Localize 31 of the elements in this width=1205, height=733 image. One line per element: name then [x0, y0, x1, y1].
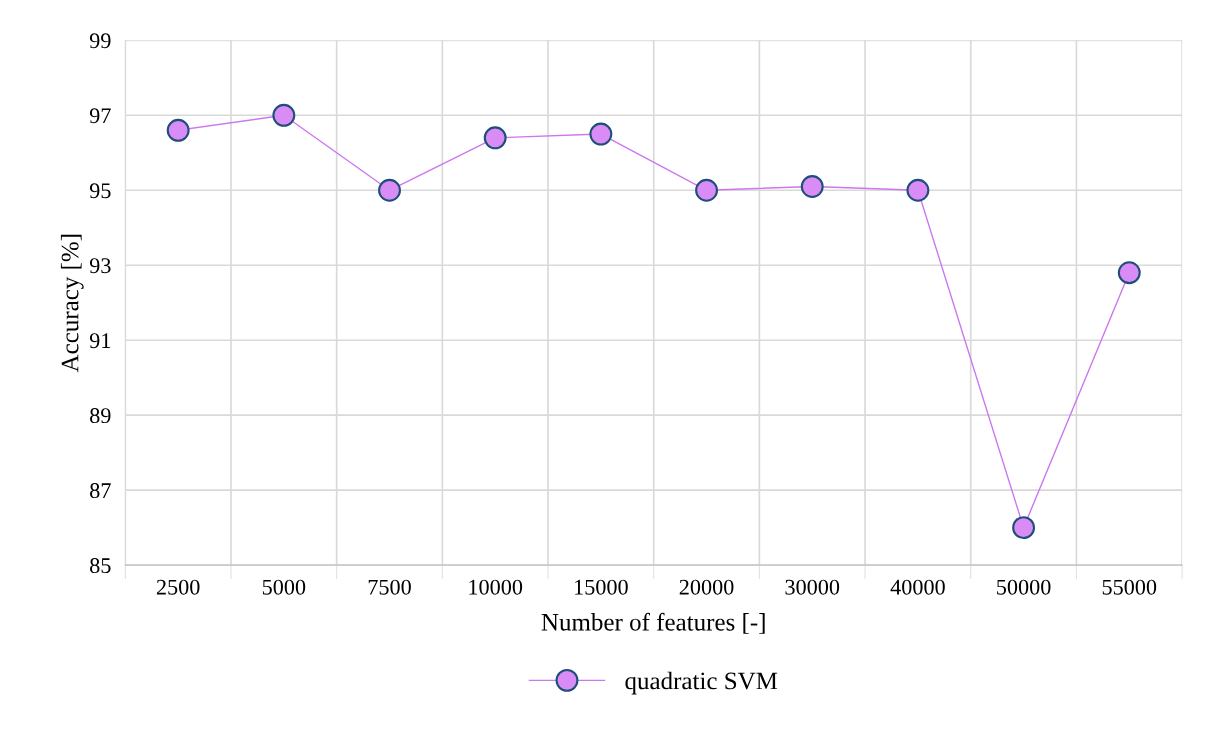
x-tick-label: 30000 [785, 579, 840, 595]
x-tick-label: 50000 [997, 579, 1051, 595]
point [166, 118, 190, 142]
x-tick-label: 20000 [679, 579, 734, 595]
point [906, 178, 930, 202]
x-tick-label: 55000 [1102, 579, 1157, 595]
x-tick-label: 5000 [262, 579, 306, 595]
x-tick-label: 10000 [469, 579, 523, 595]
y-tick-label: 89 [90, 408, 111, 424]
point [695, 178, 719, 202]
point [589, 122, 613, 146]
point [800, 175, 824, 198]
y-tick-label: 87 [90, 483, 111, 499]
point [1012, 516, 1036, 540]
legend-label: quadratic SVM [625, 671, 778, 695]
y-tick-label: 99 [89, 33, 111, 49]
y-tick-label: 85 [90, 558, 111, 574]
y-axis-title: Accuracy [%] [60, 234, 84, 373]
point [483, 126, 507, 150]
point [1117, 261, 1141, 285]
x-tick-label: 7500 [368, 579, 411, 595]
point [272, 103, 296, 127]
x-tick-label: 40000 [890, 579, 945, 595]
x-tick-label: 2500 [156, 579, 200, 595]
y-tick-label: 95 [89, 183, 111, 199]
point [378, 178, 401, 202]
y-tick-label: 93 [89, 258, 111, 274]
x-axis-title: Number of features [-] [541, 612, 765, 634]
x-tick-label: 15000 [575, 579, 628, 595]
y-tick-label: 97 [89, 108, 111, 124]
y-tick-label: 91 [89, 333, 111, 349]
